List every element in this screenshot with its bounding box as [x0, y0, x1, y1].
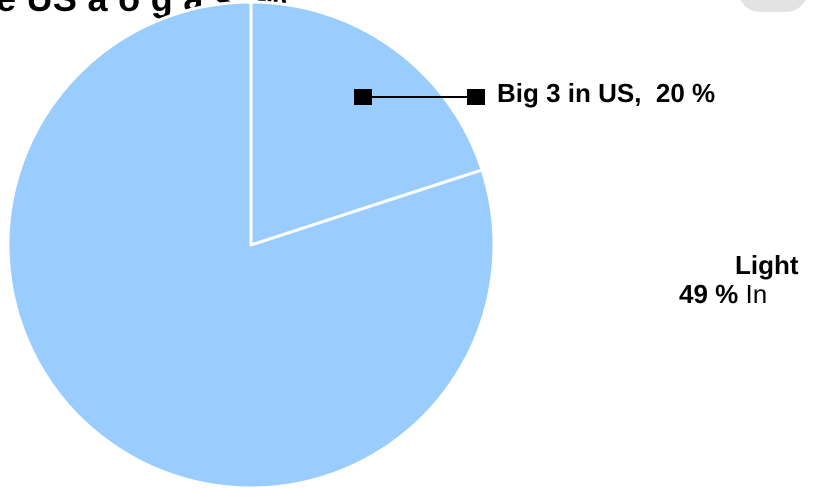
big3-slice-label: Big 3 in US, 20 %: [497, 78, 716, 108]
right-label-line1: Light: [735, 250, 799, 280]
pie-slice-rest: [6, 0, 496, 488]
right-label-line2: 49 % In: [679, 280, 767, 308]
corner-decoration: [738, 0, 808, 12]
big3-leader-end-marker: [467, 89, 485, 105]
big3-leader-start-marker: [354, 89, 372, 105]
right-label-rest: In: [738, 279, 768, 309]
pie-slice-big3: [249, 0, 484, 247]
right-label-percent: 49 %: [679, 279, 739, 309]
